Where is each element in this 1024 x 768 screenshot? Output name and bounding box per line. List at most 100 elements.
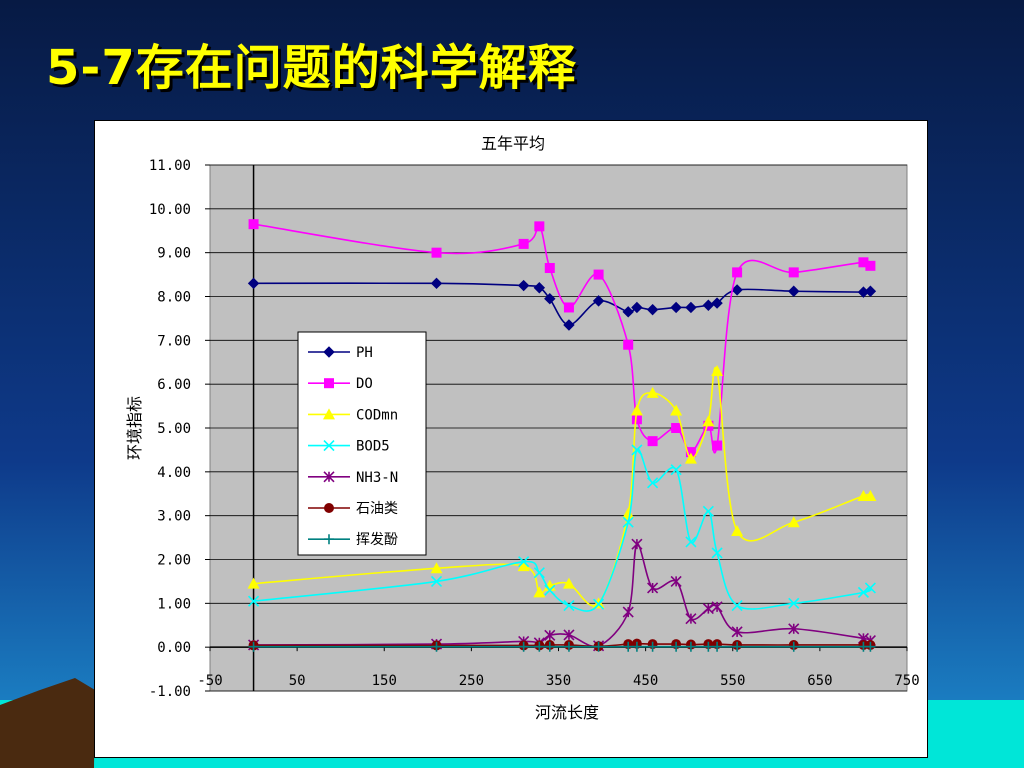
x-tick-label: 650 (807, 673, 832, 689)
y-tick-label: 9.00 (157, 246, 191, 262)
data-point (622, 606, 634, 618)
data-point (703, 641, 714, 652)
data-point (684, 452, 697, 464)
data-point (518, 238, 529, 249)
legend-item: NH3-N (308, 470, 398, 486)
data-point (647, 641, 658, 652)
x-tick-label: 250 (459, 673, 484, 689)
legend-marker (323, 471, 335, 483)
data-point (562, 577, 575, 589)
legend-marker (323, 440, 335, 452)
data-point (788, 623, 800, 635)
legend-label: PH (356, 345, 373, 361)
data-point (544, 263, 555, 274)
data-point (712, 440, 723, 451)
data-point (563, 319, 575, 331)
data-point (563, 302, 574, 313)
data-point (592, 295, 605, 307)
legend-marker (324, 503, 334, 513)
x-axis-title: 河流长度 (535, 703, 599, 722)
data-point (702, 603, 714, 615)
mountain-shape (0, 678, 95, 768)
legend-item: CODmn (308, 407, 398, 423)
series-DO (248, 219, 876, 458)
data-point (787, 516, 800, 528)
data-point (534, 641, 545, 652)
legend-item: 石油类 (308, 501, 398, 517)
data-point (631, 414, 642, 425)
data-point (248, 641, 259, 652)
x-tick-label: 750 (894, 673, 919, 689)
data-point (647, 477, 659, 489)
data-point (563, 599, 575, 612)
data-point (788, 285, 800, 297)
data-point (732, 267, 743, 278)
y-tick-label: 8.00 (157, 290, 191, 306)
data-point (788, 267, 799, 278)
x-tick-label: -50 (197, 673, 222, 689)
data-point (865, 641, 876, 652)
data-point (544, 641, 555, 652)
data-point (563, 641, 574, 652)
data-point (593, 269, 604, 280)
data-point (630, 404, 643, 416)
y-axis-title: 环境指标 (125, 396, 144, 460)
data-point (430, 277, 443, 290)
data-point (431, 641, 442, 652)
data-point (711, 297, 723, 309)
legend-label: BOD5 (356, 439, 390, 455)
y-tick-label: 10.00 (149, 202, 191, 218)
data-point (864, 489, 877, 501)
legend-marker (323, 346, 335, 358)
legend-label: 挥发酚 (356, 532, 398, 548)
data-point (731, 525, 744, 537)
y-tick-label: 6.00 (157, 377, 191, 393)
data-point (430, 562, 443, 574)
data-point (685, 447, 696, 458)
data-point (711, 601, 723, 613)
data-point (622, 516, 634, 528)
data-point (631, 641, 642, 652)
data-point (646, 303, 659, 316)
data-point (712, 641, 723, 652)
data-point (247, 277, 260, 290)
data-point (646, 386, 659, 398)
legend-item: DO (308, 376, 373, 392)
data-point (865, 260, 876, 271)
x-tick-label: 150 (372, 673, 397, 689)
data-point (858, 257, 869, 268)
data-point (671, 423, 682, 433)
data-point (670, 575, 682, 587)
data-point (533, 282, 546, 294)
x-tick-label: 50 (289, 673, 306, 689)
y-tick-label: 3.00 (157, 509, 191, 525)
data-point (685, 613, 697, 625)
data-point (711, 365, 724, 377)
data-point (671, 641, 682, 652)
legend-item: PH (308, 345, 373, 361)
y-tick-label: 11.00 (149, 158, 191, 174)
data-point (731, 599, 743, 612)
data-point (544, 629, 556, 641)
x-tick-label: 450 (633, 673, 658, 689)
legend-item: 挥发酚 (308, 532, 398, 548)
data-point (533, 567, 545, 579)
series-挥发酚 (248, 641, 876, 652)
y-tick-label: 7.00 (157, 333, 191, 349)
data-point (647, 582, 659, 594)
data-point (631, 301, 643, 314)
data-point (248, 219, 259, 230)
legend-label: 石油类 (356, 501, 398, 517)
legend-marker (324, 534, 334, 545)
y-tick-label: -1.00 (149, 684, 191, 700)
data-point (864, 582, 876, 594)
data-point (622, 306, 634, 318)
data-point (517, 560, 530, 572)
data-point (563, 629, 575, 641)
data-point (622, 507, 635, 519)
y-tick-label: 0.00 (157, 640, 191, 656)
data-point (685, 536, 697, 548)
data-point (623, 641, 634, 652)
data-point (702, 415, 715, 427)
